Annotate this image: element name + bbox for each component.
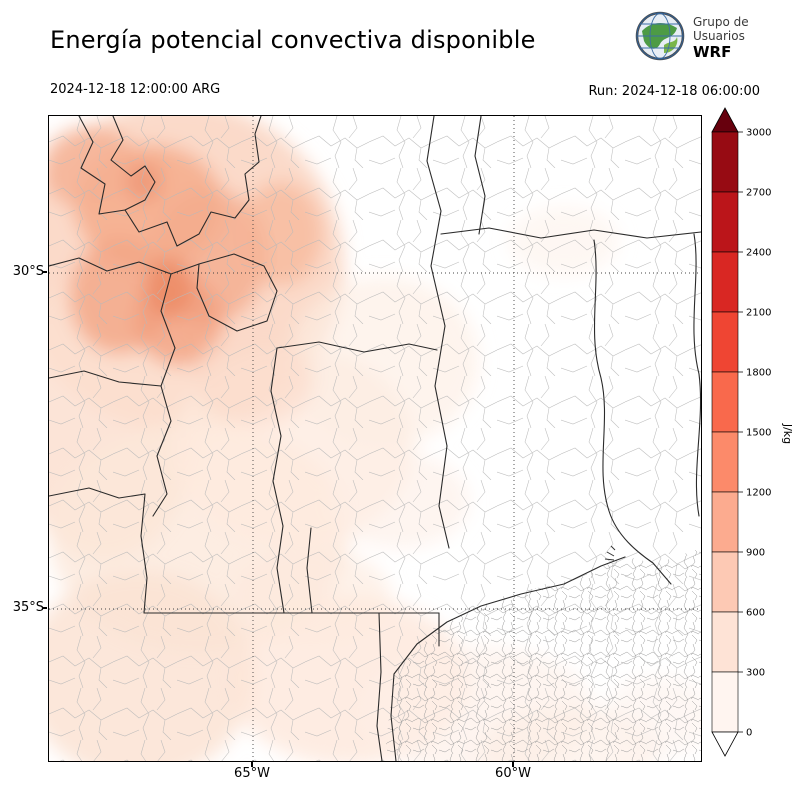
logo-org-line2: Usuarios xyxy=(693,29,745,43)
colorbar-tick-label: 2700 xyxy=(746,188,771,199)
map-frame xyxy=(48,115,702,762)
cape-map xyxy=(49,116,701,761)
colorbar: 0 300 600 900 1200 1500 1800 2100 2400 2… xyxy=(711,107,794,757)
logo-text: Grupo de Usuarios WRF xyxy=(693,15,749,62)
colorbar-tick-label: 3000 xyxy=(746,128,771,139)
colorbar-segment xyxy=(711,491,739,553)
colorbar-tick-label: 2400 xyxy=(746,248,771,259)
colorbar-tick-label: 1800 xyxy=(746,368,771,379)
lat-tick-35s: 35°S xyxy=(12,600,44,615)
logo-org-line1: Grupo de xyxy=(693,14,749,29)
colorbar-segment xyxy=(711,131,739,193)
y-axis-tick xyxy=(42,607,47,609)
colorbar-unit-label: J/kg xyxy=(781,423,794,444)
colorbar-segment xyxy=(711,431,739,493)
colorbar-tick-label: 2100 xyxy=(746,308,771,319)
colorbar-tick-label: 1200 xyxy=(746,488,771,499)
colorbar-segment xyxy=(711,251,739,313)
colorbar-segment xyxy=(711,371,739,433)
colorbar-tick-label: 0 xyxy=(746,728,752,739)
colorbar-over-arrow xyxy=(711,107,739,133)
wrf-logo: Grupo de Usuarios WRF xyxy=(634,10,749,66)
colorbar-segment xyxy=(711,671,739,733)
colorbar-tick-marks xyxy=(738,131,743,733)
colorbar-under-arrow xyxy=(711,731,739,757)
lon-tick-60w: 60°W xyxy=(495,766,531,781)
valid-time-label: 2024-12-18 12:00:00 ARG xyxy=(50,82,221,97)
page-title: Energía potencial convectiva disponible xyxy=(50,26,536,54)
lat-tick-30s: 30°S xyxy=(12,264,44,279)
x-axis-tick xyxy=(512,762,514,767)
colorbar-segment xyxy=(711,311,739,373)
run-time-label: Run: 2024-12-18 06:00:00 xyxy=(588,84,760,99)
x-axis-tick xyxy=(251,762,253,767)
colorbar-tick-label: 600 xyxy=(746,608,765,619)
colorbar-tick-label: 1500 xyxy=(746,428,771,439)
buenos-aires-partidos-mesh xyxy=(384,548,701,761)
colorbar-tick-label: 300 xyxy=(746,668,765,679)
globe-icon xyxy=(634,10,686,66)
colorbar-tick-label: 900 xyxy=(746,548,765,559)
lon-tick-65w: 65°W xyxy=(234,766,270,781)
colorbar-segment xyxy=(711,551,739,613)
province-boundaries xyxy=(49,116,701,761)
graticule xyxy=(49,116,701,761)
colorbar-segment xyxy=(711,191,739,253)
colorbar-segment xyxy=(711,611,739,673)
y-axis-tick xyxy=(42,271,47,273)
city-marker xyxy=(604,545,616,561)
logo-org-line3: WRF xyxy=(693,43,732,62)
